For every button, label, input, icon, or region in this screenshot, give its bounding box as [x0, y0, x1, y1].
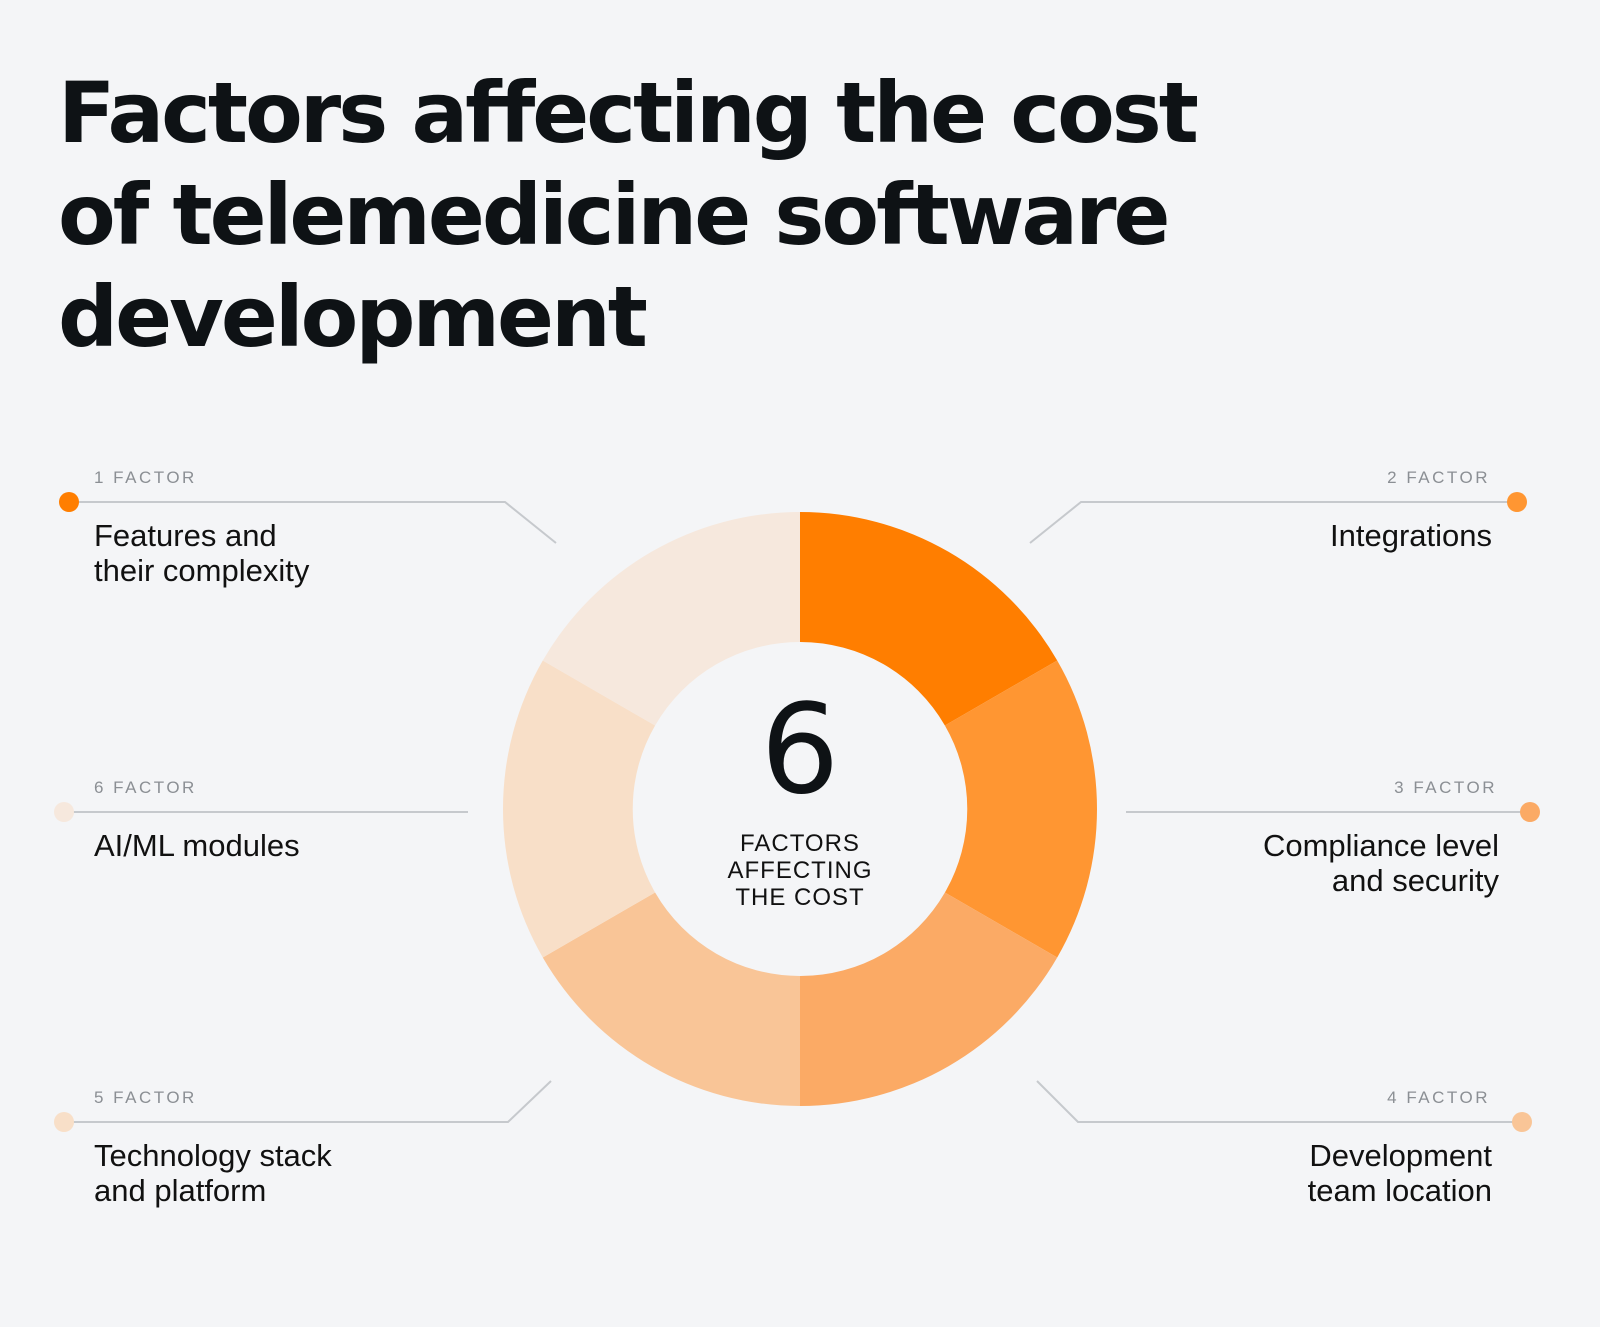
factor-count: 6 — [760, 678, 840, 822]
factor-1-label: Features and their complexity — [94, 518, 309, 588]
factor-3-dot — [1520, 802, 1540, 822]
connector-line-factor-5 — [64, 1080, 552, 1123]
factor-5-label-line: Technology stack — [94, 1138, 332, 1173]
donut-segment-factor-6 — [542, 512, 800, 726]
donut-segment-factor-4 — [542, 892, 800, 1106]
factor-1-label-line: Features and — [94, 518, 277, 553]
title-line: of telemedicine software — [58, 166, 1171, 264]
factor-1-number: 1 FACTOR — [94, 468, 197, 487]
caption-line: AFFECTING — [727, 857, 873, 884]
factor-1-dot — [59, 492, 79, 512]
factor-3-label-line: and security — [1331, 863, 1499, 898]
factor-3-label-line: Compliance level — [1262, 828, 1499, 863]
factor-4-number: 4 FACTOR — [1387, 1088, 1490, 1107]
factor-3-label: Compliance level and security — [1263, 828, 1499, 898]
caption-line: THE COST — [735, 884, 865, 911]
donut-segment-factor-3 — [800, 892, 1058, 1106]
factor-4-label: Development team location — [1308, 1138, 1492, 1208]
factor-6-number: 6 FACTOR — [94, 778, 197, 797]
factor-4-label-line: team location — [1307, 1173, 1492, 1208]
factor-2-label-line: Integrations — [1330, 518, 1492, 553]
factor-4-label-line: Development — [1309, 1138, 1492, 1173]
donut-segment-factor-1 — [800, 512, 1058, 726]
factor-6-label-line: AI/ML modules — [94, 828, 300, 863]
factor-2-dot — [1507, 492, 1527, 512]
donut-segment-factor-2 — [944, 660, 1098, 958]
connector-line-factor-2 — [1029, 501, 1517, 544]
factor-2-number: 2 FACTOR — [1387, 468, 1490, 487]
donut-segment-factor-5 — [502, 660, 656, 958]
factor-5-number: 5 FACTOR — [94, 1088, 197, 1107]
factor-5-label-line: and platform — [94, 1173, 267, 1208]
title-line: Factors affecting the cost — [58, 64, 1199, 162]
factor-1-label-line: their complexity — [94, 553, 310, 588]
factor-6-dot — [54, 802, 74, 822]
factor-5-dot — [54, 1112, 74, 1132]
title-line: development — [58, 268, 648, 366]
caption-line: FACTORS — [740, 830, 860, 857]
factor-4-dot — [1512, 1112, 1532, 1132]
factor-count-caption: FACTORS AFFECTING THE COST — [680, 830, 920, 911]
factor-6-label: AI/ML modules — [94, 828, 300, 863]
donut-chart — [502, 512, 1098, 1106]
factor-2-label: Integrations — [1330, 518, 1492, 553]
connector-line-factor-1 — [69, 501, 557, 544]
connector-line-factor-4 — [1036, 1080, 1522, 1123]
factor-3-number: 3 FACTOR — [1394, 778, 1497, 797]
page-title: Factors affecting the cost of telemedici… — [58, 62, 1208, 368]
factor-5-label: Technology stack and platform — [94, 1138, 332, 1208]
